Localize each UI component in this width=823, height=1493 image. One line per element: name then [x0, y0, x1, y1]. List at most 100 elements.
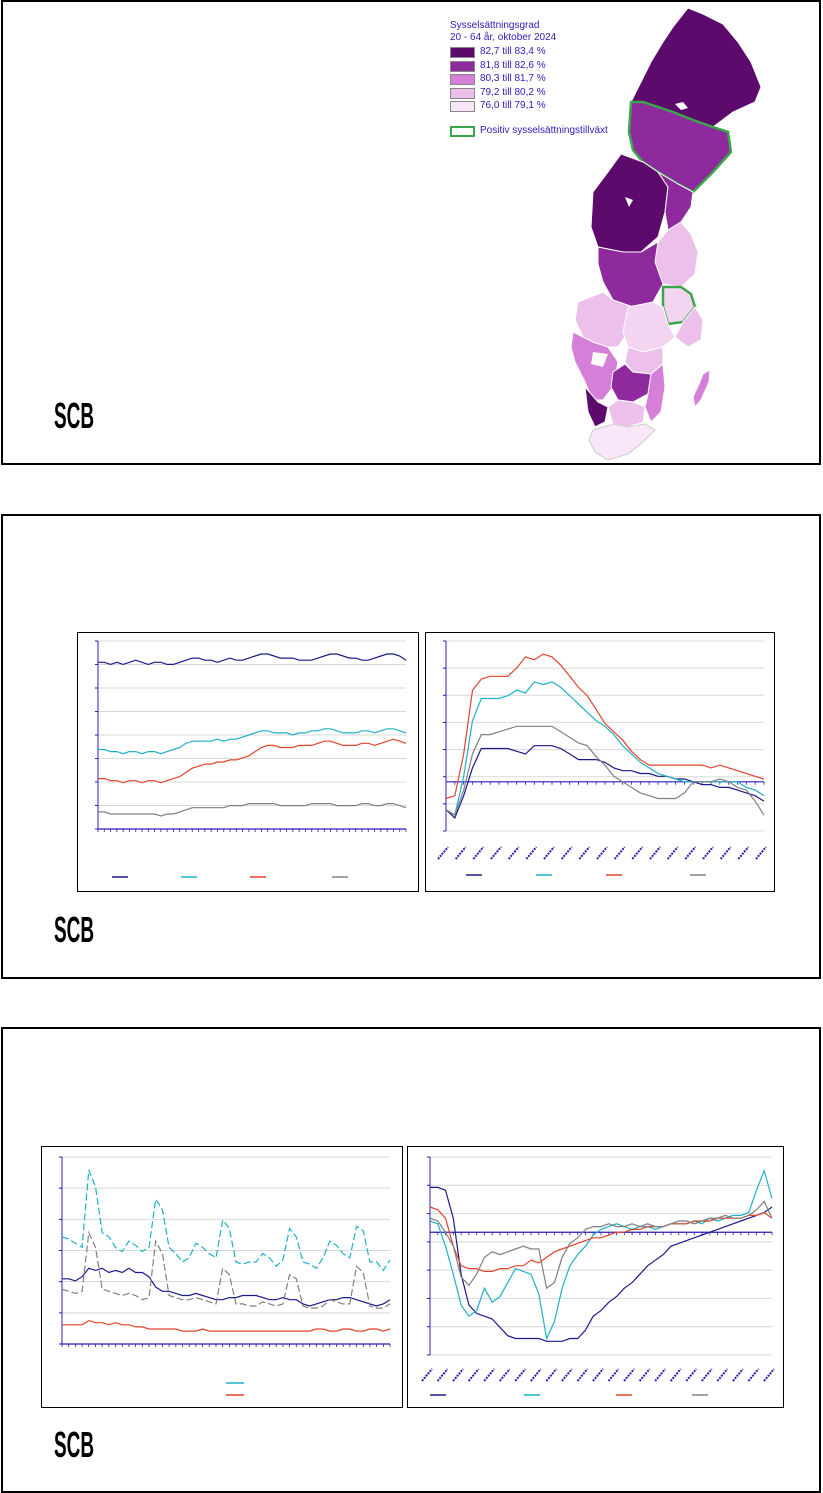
series-line	[430, 1186, 773, 1342]
slide-time-series-1: SCB	[1, 514, 821, 979]
legend-label: 80,3 till 81,7 %	[480, 73, 546, 84]
x-tick-label-mark	[737, 846, 750, 860]
series-line	[98, 803, 407, 817]
chart-panel-left	[77, 632, 419, 892]
x-tick-label-mark	[613, 846, 626, 860]
legend-swatch	[450, 60, 475, 72]
legend-label: 79,2 till 80,2 %	[480, 86, 546, 98]
series-line	[61, 1230, 391, 1309]
x-tick-label-mark	[755, 846, 767, 860]
series-line	[98, 738, 407, 784]
legend-title-line1: Sysselsättningsgrad	[450, 20, 540, 31]
legend-swatch	[450, 101, 475, 112]
legend-label: 76,0 till 79,1 %	[480, 100, 546, 111]
map-region-gotland	[692, 369, 711, 409]
x-tick-label-mark	[576, 1368, 589, 1382]
x-tick-label-mark	[702, 846, 714, 860]
line-chart-seasonal	[59, 1156, 391, 1396]
map-legend: Sysselsättningsgrad 20 - 64 år, oktober …	[450, 20, 650, 145]
series-line	[445, 745, 765, 819]
x-tick-label-mark	[421, 1368, 433, 1382]
x-tick-label-mark	[454, 846, 467, 860]
map-region-skane	[588, 423, 656, 461]
legend-growth-swatch	[450, 126, 475, 137]
x-tick-label-mark	[701, 1368, 713, 1382]
sweden-map	[570, 7, 762, 461]
legend-swatch	[450, 87, 475, 99]
x-tick-label-mark	[638, 1368, 651, 1382]
scb-logo: SCB	[54, 395, 94, 432]
series-line	[98, 728, 407, 755]
x-tick-label-mark	[525, 846, 538, 860]
x-tick-label-mark	[654, 1368, 666, 1382]
series-line	[98, 653, 407, 666]
svg-text:SCB: SCB	[54, 909, 94, 946]
x-tick-label-mark	[631, 846, 644, 860]
x-tick-label-mark	[649, 846, 661, 860]
map-region-kalmar	[644, 363, 666, 423]
x-tick-label-mark	[623, 1368, 635, 1382]
chart-panel-right	[425, 632, 775, 892]
scb-logo: SCB	[54, 909, 94, 946]
x-tick-label-mark	[607, 1368, 620, 1382]
slide-employment-map: Sysselsättningsgrad 20 - 64 år, oktober …	[1, 0, 821, 465]
x-tick-label-mark	[596, 846, 608, 860]
series-line	[429, 1168, 773, 1341]
legend-label: 82,7 till 83,4 %	[480, 46, 546, 57]
x-tick-label-mark	[719, 846, 732, 860]
series-line	[445, 725, 765, 817]
x-tick-label-mark	[545, 1368, 558, 1382]
x-tick-label-mark	[437, 846, 449, 860]
map-region-halland	[584, 385, 609, 428]
map-region-varmland	[574, 291, 634, 348]
map-region-dalarna	[597, 241, 664, 308]
series-line	[429, 1206, 773, 1273]
x-tick-label-mark	[578, 846, 591, 860]
svg-text:SCB: SCB	[54, 395, 94, 432]
x-tick-label-mark	[716, 1368, 729, 1382]
x-tick-label-mark	[747, 1368, 760, 1382]
line-chart-levels	[95, 640, 407, 878]
x-tick-label-mark	[669, 1368, 682, 1382]
x-tick-label-mark	[498, 1368, 511, 1382]
x-tick-label-mark	[483, 1368, 495, 1382]
svg-text:SCB: SCB	[54, 1424, 94, 1461]
x-tick-label-mark	[732, 1368, 744, 1382]
line-chart-changes	[437, 640, 767, 876]
x-tick-label-mark	[507, 846, 520, 860]
series-line	[62, 1319, 391, 1332]
map-region-gavleborg	[654, 221, 699, 288]
chart-panel-right	[407, 1146, 784, 1408]
x-tick-label-mark	[490, 846, 502, 860]
x-tick-label-mark	[467, 1368, 480, 1382]
x-tick-label-mark	[684, 846, 697, 860]
series-line	[62, 1267, 391, 1307]
line-chart-changes	[421, 1156, 775, 1396]
scb-logo: SCB	[54, 1424, 94, 1461]
map-region-kronoberg	[607, 399, 646, 428]
x-tick-label-mark	[763, 1368, 775, 1382]
legend-swatch	[450, 74, 475, 85]
slide-time-series-2: SCB	[1, 1027, 821, 1493]
x-tick-label-mark	[666, 846, 679, 860]
legend-label: 81,8 till 82,6 %	[480, 59, 546, 71]
series-line	[429, 1200, 773, 1290]
legend-growth-label: Positiv sysselsättningstillväxt	[480, 125, 608, 136]
x-tick-label-mark	[436, 1368, 449, 1382]
x-tick-label-mark	[452, 1368, 464, 1382]
legend-swatch	[450, 47, 475, 58]
x-tick-label-mark	[685, 1368, 698, 1382]
x-tick-label-mark	[472, 846, 485, 860]
x-tick-label-mark	[530, 1368, 542, 1382]
series-line	[61, 1169, 391, 1272]
series-line	[445, 653, 765, 800]
x-tick-label-mark	[543, 846, 555, 860]
map-region-mid-sweden	[622, 301, 676, 353]
x-tick-label-mark	[561, 1368, 573, 1382]
x-tick-label-mark	[592, 1368, 604, 1382]
map-region-vastra-gotaland	[570, 331, 619, 401]
chart-panel-left	[41, 1146, 403, 1408]
legend-title-line2: 20 - 64 år, oktober 2024	[450, 32, 557, 43]
x-tick-label-mark	[560, 846, 573, 860]
x-tick-label-mark	[514, 1368, 527, 1382]
